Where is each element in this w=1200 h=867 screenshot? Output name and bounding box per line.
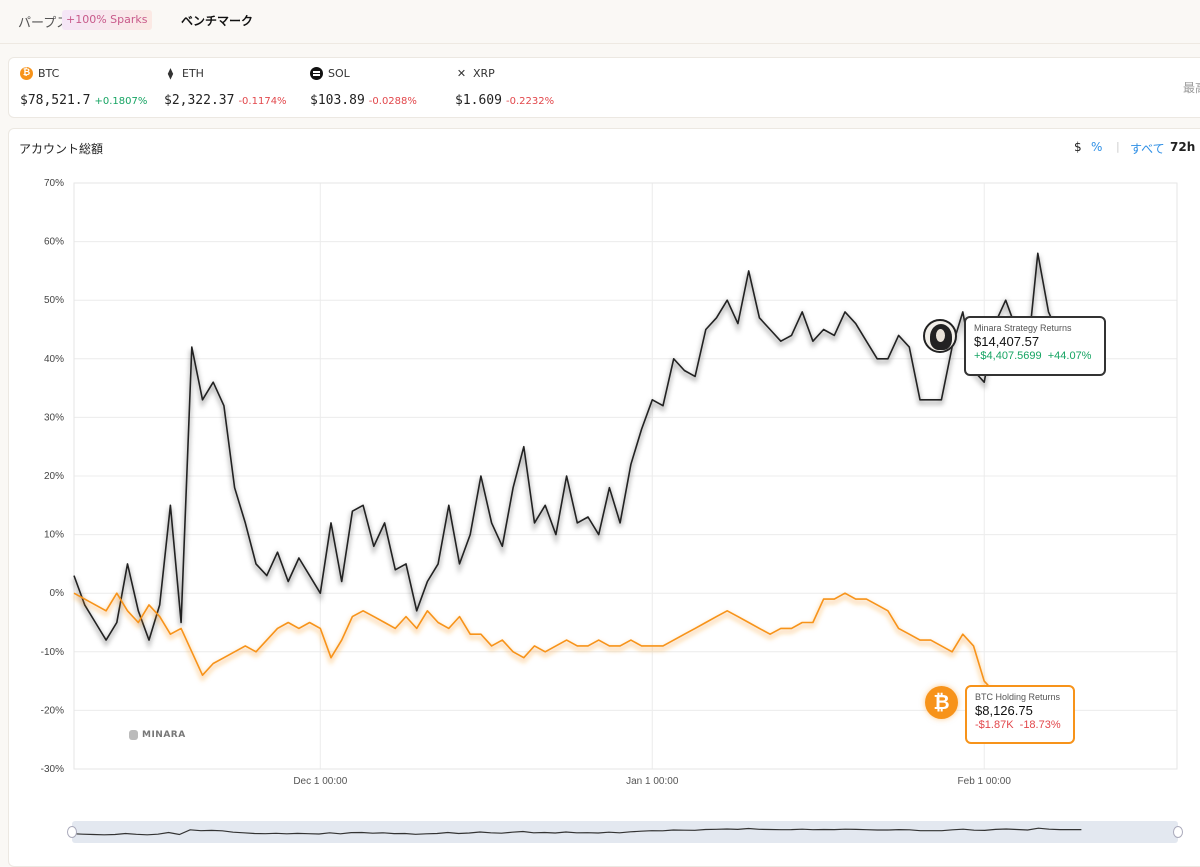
ticker-change: +0.1807% xyxy=(94,96,148,107)
account-value-panel: アカウント総額 $ % | すべて 72h 70% 60% 50% 40% 30% 20%… xyxy=(8,128,1200,867)
x-tick-label: Jan 1 00:00 xyxy=(626,776,679,787)
y-tick-label: 60% xyxy=(44,237,64,248)
x-tick-label: Feb 1 00:00 xyxy=(958,776,1012,787)
strategy-tooltip: Minara Strategy Returns $14,407.57 +$4,4… xyxy=(964,316,1106,376)
y-tick-label: 20% xyxy=(44,471,64,482)
range-navigator[interactable] xyxy=(67,821,1183,843)
y-tick-label: 40% xyxy=(44,354,64,365)
ticker-price: $103.89 xyxy=(310,93,365,108)
ticker-more-label[interactable]: 最高 xyxy=(1182,81,1200,95)
xrp-icon: ✕ xyxy=(456,67,467,80)
y-tick-label: 70% xyxy=(44,178,64,189)
navigator-preview xyxy=(71,827,1082,836)
navigator-line xyxy=(71,827,1082,836)
bitcoin-icon: ₿ xyxy=(925,686,958,719)
x-tick-label: Dec 1 00:00 xyxy=(293,776,347,787)
range-all-button[interactable]: すべて xyxy=(1130,142,1165,156)
tab-perps[interactable]: パープス xyxy=(18,16,70,31)
returns-chart[interactable]: 70% 60% 50% 40% 30% 20% 10% 0% -10% -20% -30% Dec 1… xyxy=(9,129,1199,867)
ticker-change: -0.1174% xyxy=(238,96,287,107)
ticker-symbol: BTC xyxy=(38,67,60,80)
plot-frame xyxy=(73,182,1178,770)
minara-logo-icon xyxy=(129,730,138,740)
unit-percent-toggle[interactable]: % xyxy=(1091,140,1103,154)
navigator-right-handle[interactable] xyxy=(1173,826,1183,838)
btc-tooltip: BTC Holding Returns $8,126.75 -$1.87K -1… xyxy=(965,685,1075,744)
y-tick-label: 10% xyxy=(44,530,64,541)
y-tick-label: 0% xyxy=(50,588,65,599)
sparks-badge[interactable]: +100% Sparks xyxy=(62,10,152,30)
y-tick-label: 30% xyxy=(44,412,64,423)
y-tick-label: -20% xyxy=(41,705,64,716)
ticker-change: -0.2232% xyxy=(505,96,555,107)
ethereum-icon: ⧫ xyxy=(167,67,174,80)
range-72h-button[interactable]: 72h xyxy=(1170,140,1196,154)
ticker-symbol: ETH xyxy=(182,67,204,80)
ticker-price: $2,322.37 xyxy=(164,93,235,108)
solana-icon xyxy=(310,67,323,80)
tooltip-value: $8,126.75 xyxy=(975,703,1033,718)
ticker-price: $1.609 xyxy=(455,93,502,108)
strategy-returns-line-shadow xyxy=(72,255,1081,650)
top-nav: パープス +100% Sparks ベンチマーク xyxy=(0,0,1200,44)
bitcoin-icon: ₿ xyxy=(20,67,33,80)
y-tick-label: -30% xyxy=(41,764,64,775)
ticker-price: $78,521.7 xyxy=(20,93,91,108)
btc-returns-line xyxy=(73,592,1049,718)
strategy-avatar-icon xyxy=(923,319,957,353)
tooltip-change: -$1.87K -18.73% xyxy=(975,719,1061,731)
tooltip-value: $14,407.57 xyxy=(974,334,1040,349)
navigator-left-handle[interactable] xyxy=(67,826,77,838)
tab-benchmark[interactable]: ベンチマーク xyxy=(181,14,254,28)
y-tick-label: 50% xyxy=(44,295,64,306)
btc-returns-line-shadow xyxy=(73,592,1049,722)
ticker-symbol: XRP xyxy=(473,67,495,80)
y-tick-label: -10% xyxy=(41,647,64,658)
unit-dollar-toggle[interactable]: $ xyxy=(1074,140,1082,154)
minara-watermark: MINARA xyxy=(129,730,186,740)
tooltip-series-name: Minara Strategy Returns xyxy=(974,323,1072,333)
tooltip-change: +$4,407.5699 +44.07% xyxy=(974,350,1092,362)
divider: | xyxy=(1116,140,1120,153)
tooltip-series-name: BTC Holding Returns xyxy=(975,692,1061,702)
strategy-returns-line xyxy=(73,252,1081,641)
ticker-change: -0.0288% xyxy=(368,96,417,107)
ticker-bar: ₿ BTC $78,521.7 +0.1807% ⧫ ETH $2,322.37 -0.… xyxy=(8,57,1200,118)
chart-title: アカウント総額 xyxy=(19,142,104,156)
ticker-symbol: SOL xyxy=(328,67,350,80)
